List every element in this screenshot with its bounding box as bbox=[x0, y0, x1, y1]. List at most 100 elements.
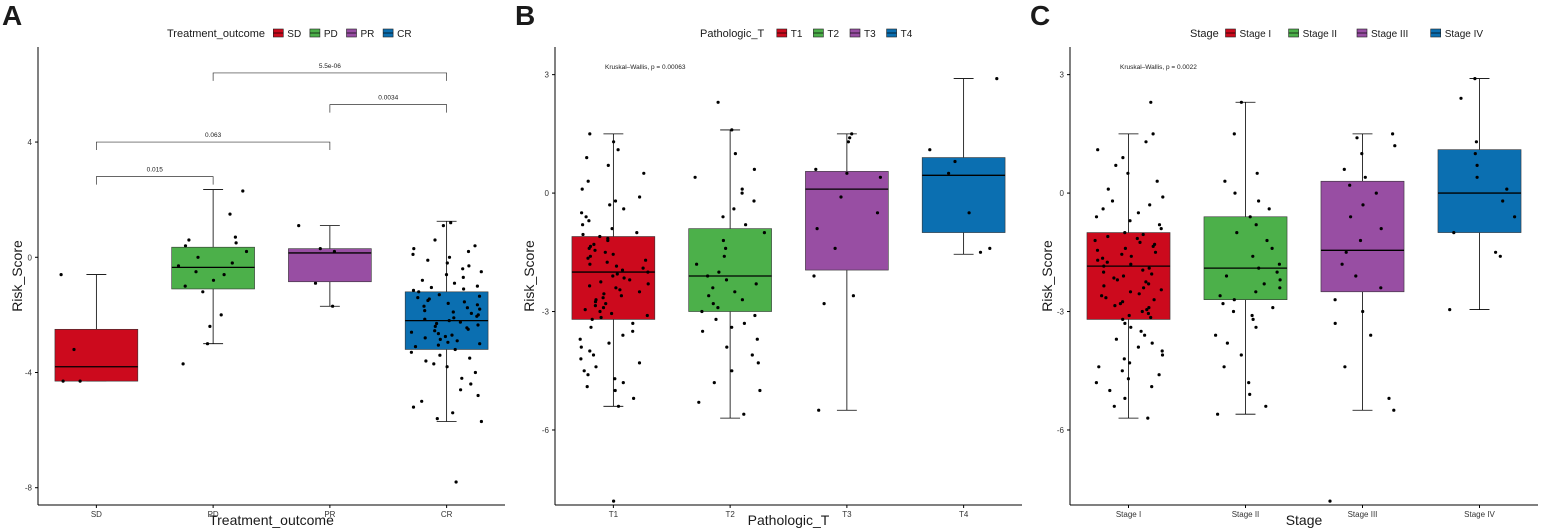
x-axis-title: Treatment_outcome bbox=[209, 512, 334, 528]
box-t2 bbox=[688, 129, 772, 419]
data-point bbox=[1101, 256, 1105, 260]
data-point bbox=[599, 280, 603, 284]
p-value-label: 0.015 bbox=[147, 167, 164, 174]
data-point bbox=[228, 212, 232, 216]
data-point bbox=[616, 404, 621, 408]
data-point bbox=[1473, 77, 1477, 81]
data-point bbox=[72, 347, 76, 352]
box-stage-iv bbox=[1437, 78, 1522, 310]
x-tick-label: T2 bbox=[725, 510, 735, 519]
data-point bbox=[638, 195, 642, 199]
data-point bbox=[587, 246, 591, 250]
box-body bbox=[1203, 216, 1288, 300]
box-t3 bbox=[805, 133, 889, 411]
data-point bbox=[1474, 140, 1478, 144]
data-point bbox=[995, 77, 999, 81]
data-point bbox=[437, 293, 441, 297]
x-tick-label: T4 bbox=[959, 510, 969, 519]
data-point bbox=[1475, 175, 1479, 179]
x-tick-label: Stage III bbox=[1348, 510, 1378, 519]
box-pd bbox=[171, 189, 255, 345]
data-point bbox=[814, 167, 818, 171]
data-point bbox=[1333, 298, 1337, 302]
data-point bbox=[433, 329, 437, 333]
data-point bbox=[1121, 156, 1125, 160]
data-point bbox=[1120, 252, 1124, 256]
data-point bbox=[332, 249, 336, 254]
data-point bbox=[411, 288, 416, 292]
data-point bbox=[581, 232, 585, 237]
data-point bbox=[732, 207, 736, 211]
data-point bbox=[1102, 264, 1106, 268]
y-axis-title: Risk_Score bbox=[521, 240, 537, 312]
data-point bbox=[601, 306, 606, 310]
data-point bbox=[1254, 223, 1258, 227]
panel-label: B bbox=[515, 0, 535, 31]
data-point bbox=[1123, 231, 1127, 235]
data-point bbox=[1254, 290, 1258, 294]
data-point bbox=[730, 325, 734, 329]
data-point bbox=[435, 417, 439, 421]
box-cr bbox=[404, 220, 489, 422]
legend-label: T2 bbox=[827, 29, 839, 40]
data-point bbox=[1473, 152, 1477, 156]
data-point bbox=[621, 381, 625, 385]
data-point bbox=[1128, 290, 1133, 294]
data-point bbox=[611, 252, 615, 256]
data-point bbox=[475, 303, 479, 307]
data-point bbox=[1126, 377, 1130, 381]
data-point bbox=[1096, 148, 1100, 152]
data-point bbox=[475, 284, 479, 288]
data-point bbox=[848, 136, 852, 140]
legend-label: PR bbox=[361, 29, 375, 40]
data-point bbox=[441, 224, 445, 228]
data-point bbox=[592, 242, 596, 246]
data-point bbox=[579, 345, 583, 349]
data-point bbox=[459, 388, 463, 392]
comparison-bracket: 0.063 bbox=[96, 132, 331, 151]
data-point bbox=[1354, 274, 1358, 278]
data-point bbox=[234, 241, 238, 245]
data-point bbox=[716, 306, 720, 310]
data-point bbox=[619, 294, 624, 298]
x-tick-label: T3 bbox=[842, 510, 852, 519]
data-point bbox=[622, 207, 626, 211]
data-point bbox=[618, 288, 622, 292]
data-point bbox=[1120, 369, 1124, 373]
data-point bbox=[635, 231, 639, 235]
data-point bbox=[1360, 152, 1364, 156]
data-point bbox=[586, 373, 590, 377]
data-point bbox=[313, 281, 318, 285]
data-point bbox=[641, 266, 645, 270]
data-point bbox=[1151, 132, 1155, 136]
data-point bbox=[1100, 294, 1104, 298]
legend-item: PR bbox=[346, 28, 375, 40]
data-point bbox=[211, 278, 216, 282]
data-point bbox=[1143, 333, 1147, 337]
data-point bbox=[477, 294, 482, 298]
comparison-bracket: 0.0034 bbox=[329, 95, 447, 113]
data-point bbox=[1113, 304, 1117, 308]
panel-label: A bbox=[2, 0, 22, 31]
data-point bbox=[730, 128, 734, 132]
x-tick-label: Stage IV bbox=[1464, 510, 1495, 519]
data-point bbox=[588, 254, 593, 258]
data-point bbox=[1101, 207, 1105, 211]
data-point bbox=[752, 167, 757, 171]
data-point bbox=[420, 278, 424, 282]
data-point bbox=[733, 152, 738, 156]
data-point bbox=[1248, 215, 1252, 219]
data-point bbox=[438, 353, 442, 357]
box-body bbox=[571, 236, 656, 320]
data-point bbox=[465, 306, 469, 310]
data-point bbox=[1093, 238, 1097, 243]
data-point bbox=[646, 270, 650, 274]
data-point bbox=[812, 274, 816, 278]
data-point bbox=[579, 357, 583, 361]
data-point bbox=[850, 132, 854, 136]
data-point bbox=[444, 273, 449, 277]
data-point bbox=[637, 361, 642, 365]
data-point bbox=[1358, 238, 1363, 243]
data-point bbox=[461, 275, 465, 279]
data-point bbox=[1232, 132, 1236, 136]
